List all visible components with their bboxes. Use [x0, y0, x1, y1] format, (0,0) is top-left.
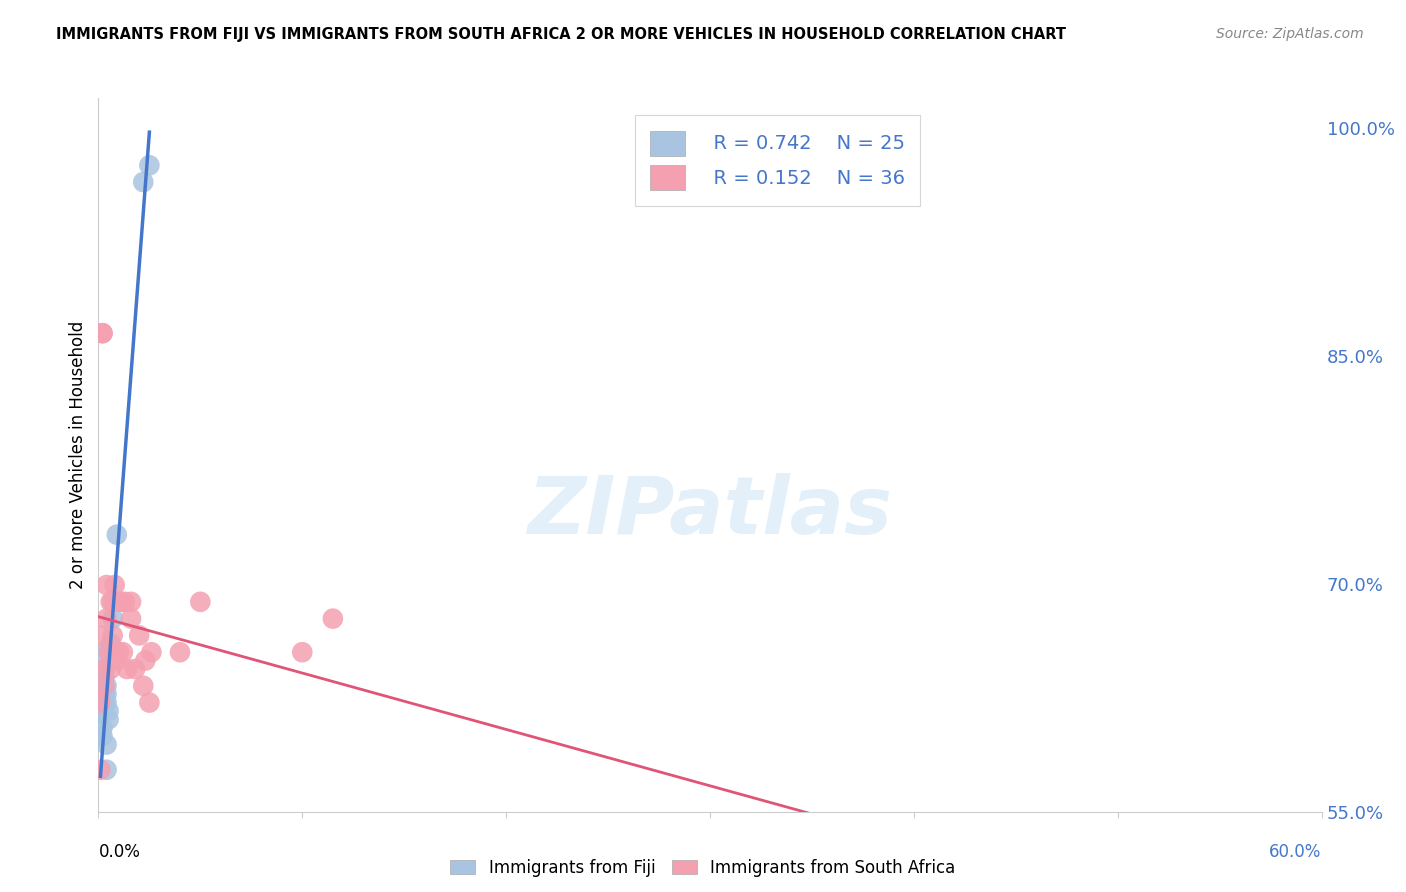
Point	[89, 763, 111, 777]
Point	[93, 662, 115, 676]
Point	[96, 738, 118, 752]
Point	[96, 763, 118, 777]
Point	[138, 158, 160, 172]
Point	[104, 645, 127, 659]
Point	[97, 704, 120, 718]
Point	[105, 654, 128, 668]
Point	[97, 712, 120, 726]
Point	[105, 527, 128, 541]
Point	[101, 628, 124, 642]
Point	[120, 595, 142, 609]
Point	[108, 645, 131, 659]
Point	[138, 696, 160, 710]
Point	[141, 645, 163, 659]
Point	[96, 679, 118, 693]
Point	[96, 578, 118, 592]
Point	[291, 645, 314, 659]
Point	[108, 595, 131, 609]
Y-axis label: 2 or more Vehicles in Household: 2 or more Vehicles in Household	[69, 321, 87, 589]
Text: IMMIGRANTS FROM FIJI VS IMMIGRANTS FROM SOUTH AFRICA 2 OR MORE VEHICLES IN HOUSE: IMMIGRANTS FROM FIJI VS IMMIGRANTS FROM …	[56, 27, 1066, 42]
Point	[91, 704, 114, 718]
Point	[93, 645, 115, 659]
Point	[96, 612, 118, 626]
Point	[93, 679, 115, 693]
Point	[134, 654, 156, 668]
Point	[93, 662, 115, 676]
Point	[89, 628, 111, 642]
Point	[91, 721, 114, 735]
Text: 0.0%: 0.0%	[98, 843, 141, 861]
Point	[101, 612, 124, 626]
Point	[120, 612, 142, 626]
Point	[322, 612, 344, 626]
Point	[93, 687, 115, 701]
Point	[97, 645, 120, 659]
Point	[111, 645, 134, 659]
Point	[124, 662, 146, 676]
Point	[89, 696, 111, 710]
Point	[101, 595, 124, 609]
Point	[89, 863, 111, 878]
Text: ZIPatlas: ZIPatlas	[527, 473, 893, 551]
Point	[91, 326, 114, 341]
Point	[89, 888, 111, 892]
Point	[114, 595, 136, 609]
Point	[128, 628, 150, 642]
Point	[100, 637, 122, 651]
Point	[100, 662, 122, 676]
Point	[91, 696, 114, 710]
Point	[93, 696, 115, 710]
Point	[169, 645, 191, 659]
Point	[96, 696, 118, 710]
Point	[93, 687, 115, 701]
Point	[93, 679, 115, 693]
Legend:   R = 0.742    N = 25,   R = 0.152    N = 36: R = 0.742 N = 25, R = 0.152 N = 36	[636, 115, 921, 206]
Point	[115, 662, 138, 676]
Point	[132, 679, 155, 693]
Point	[93, 670, 115, 684]
Text: 60.0%: 60.0%	[1270, 843, 1322, 861]
Text: Source: ZipAtlas.com: Source: ZipAtlas.com	[1216, 27, 1364, 41]
Point	[110, 595, 132, 609]
Point	[96, 687, 118, 701]
Point	[91, 326, 114, 341]
Point	[91, 729, 114, 743]
Point	[104, 578, 127, 592]
Point	[100, 595, 122, 609]
Point	[188, 595, 212, 609]
Legend: Immigrants from Fiji, Immigrants from South Africa: Immigrants from Fiji, Immigrants from So…	[444, 853, 962, 884]
Point	[132, 175, 155, 189]
